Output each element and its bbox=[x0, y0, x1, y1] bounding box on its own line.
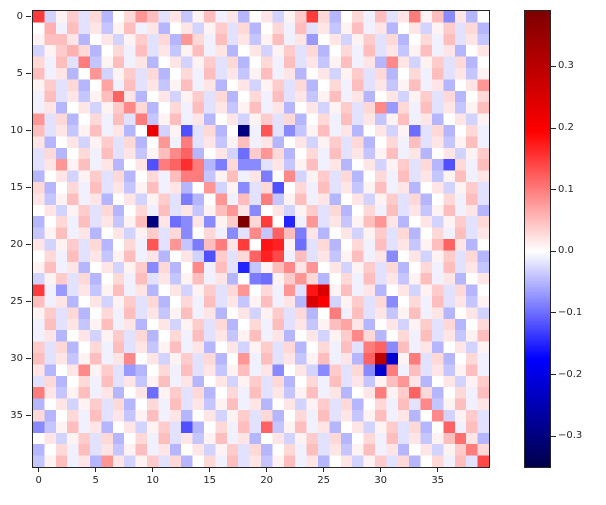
x-tick-label: 15 bbox=[203, 475, 217, 486]
y-tick-mark bbox=[26, 244, 31, 246]
x-tick-label: 20 bbox=[260, 475, 274, 486]
y-tick-label: 0 bbox=[16, 10, 23, 22]
heatmap-plot bbox=[32, 10, 490, 468]
y-tick-label: 35 bbox=[10, 409, 23, 421]
colorbar-tick-label: 0.3 bbox=[558, 60, 574, 72]
colorbar-tick-mark bbox=[551, 312, 556, 314]
x-tick-mark bbox=[209, 468, 211, 472]
y-tick-mark bbox=[26, 16, 31, 18]
y-tick-label: 20 bbox=[10, 238, 23, 250]
x-tick-label: 30 bbox=[374, 475, 388, 486]
colorbar-tick-label: 0.2 bbox=[558, 122, 574, 134]
colorbar-tick-label: −0.2 bbox=[558, 368, 583, 380]
y-tick-mark bbox=[26, 415, 31, 417]
y-tick-label: 25 bbox=[10, 295, 23, 307]
y-tick-label: 5 bbox=[16, 67, 23, 79]
x-tick-mark bbox=[266, 468, 268, 472]
x-tick-label: 25 bbox=[317, 475, 331, 486]
colorbar-tick-label: −0.3 bbox=[558, 430, 583, 442]
x-tick-mark bbox=[38, 468, 40, 472]
colorbar-tick-mark bbox=[551, 65, 556, 67]
colorbar-tick-mark bbox=[551, 435, 556, 437]
x-tick-mark bbox=[437, 468, 439, 472]
x-tick-mark bbox=[152, 468, 154, 472]
y-tick-mark bbox=[26, 130, 31, 132]
colorbar-gradient bbox=[525, 11, 550, 467]
colorbar-tick-label: 0.0 bbox=[558, 245, 574, 257]
y-tick-mark bbox=[26, 187, 31, 189]
y-tick-label: 15 bbox=[10, 181, 23, 193]
heatmap-image bbox=[33, 11, 489, 467]
x-tick-mark bbox=[380, 468, 382, 472]
x-tick-label: 0 bbox=[35, 475, 42, 486]
x-tick-label: 5 bbox=[92, 475, 99, 486]
colorbar-tick-mark bbox=[551, 250, 556, 252]
colorbar-tick-mark bbox=[551, 374, 556, 376]
colorbar bbox=[524, 10, 551, 468]
x-tick-label: 35 bbox=[431, 475, 445, 486]
colorbar-tick-mark bbox=[551, 127, 556, 129]
colorbar-tick-label: −0.1 bbox=[558, 306, 583, 318]
x-tick-mark bbox=[95, 468, 97, 472]
y-tick-mark bbox=[26, 358, 31, 360]
x-tick-mark bbox=[323, 468, 325, 472]
y-tick-mark bbox=[26, 73, 31, 75]
colorbar-tick-mark bbox=[551, 189, 556, 191]
y-tick-label: 30 bbox=[10, 352, 23, 364]
colorbar-tick-label: 0.1 bbox=[558, 183, 574, 195]
y-tick-label: 10 bbox=[10, 124, 23, 136]
x-tick-label: 10 bbox=[146, 475, 160, 486]
y-tick-mark bbox=[26, 301, 31, 303]
